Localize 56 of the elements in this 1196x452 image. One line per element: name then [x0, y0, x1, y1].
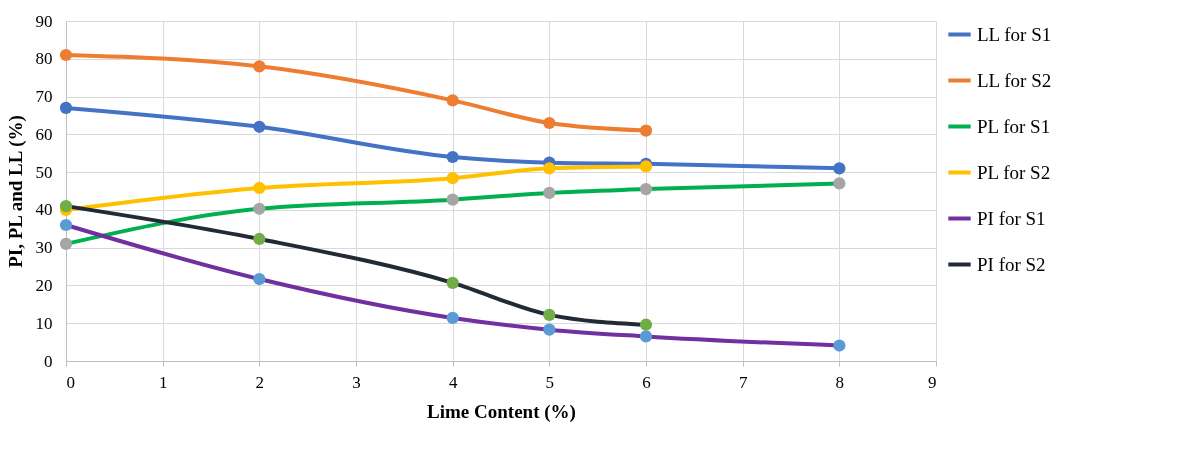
y-tick-label: 10 [35, 313, 53, 333]
point [639, 124, 653, 137]
y-tick-label: 30 [35, 238, 53, 258]
y-tick-label: 40 [35, 200, 53, 220]
legend-label: LL for S2 [977, 69, 1052, 91]
point [253, 272, 266, 286]
point [543, 323, 556, 336]
point [446, 311, 459, 325]
point [253, 181, 266, 195]
point [446, 172, 459, 185]
point [833, 177, 846, 190]
point [446, 150, 459, 164]
point [639, 330, 653, 343]
point [543, 186, 556, 199]
point [253, 232, 266, 246]
point [253, 120, 266, 133]
x-tick-label: 1 [158, 372, 168, 392]
y-tick-label: 60 [35, 124, 53, 144]
y-tick-label: 0 [44, 351, 53, 371]
point [543, 116, 556, 130]
point [59, 48, 73, 62]
point [59, 101, 73, 114]
point [543, 162, 556, 175]
legend-label: PI for S2 [977, 253, 1046, 275]
x-tick-label: 7 [738, 372, 748, 392]
point [253, 60, 266, 73]
y-tick-label: 80 [35, 49, 53, 69]
legend-label: PI for S1 [977, 207, 1046, 229]
x-axis-title: Lime Content (%) [427, 400, 576, 423]
legend-label: PL for S1 [977, 115, 1051, 137]
point [833, 339, 846, 352]
x-tick-label: 8 [835, 372, 845, 392]
point [639, 183, 653, 196]
x-tick-label: 3 [352, 372, 361, 392]
x-tick-label: 6 [642, 372, 651, 392]
point [446, 94, 459, 107]
y-axis-title: PI, PL and LL (%) [4, 115, 27, 268]
point [833, 162, 846, 175]
point [59, 237, 73, 250]
legend-label: PL for S2 [977, 161, 1051, 183]
y-tick-label: 70 [35, 87, 53, 107]
point [253, 202, 266, 215]
y-tick-label: 90 [35, 11, 53, 31]
point [446, 193, 459, 206]
point [446, 276, 459, 289]
point [639, 318, 653, 331]
legend-label: LL for S1 [977, 23, 1052, 45]
y-tick-label: 50 [35, 162, 53, 182]
y-tick-label: 20 [35, 275, 53, 295]
x-tick-label: 2 [255, 372, 265, 392]
x-tick-label: 4 [448, 372, 458, 392]
point [59, 218, 73, 232]
x-tick-label: 5 [545, 372, 555, 392]
point [543, 308, 556, 322]
x-tick-label: 9 [928, 372, 937, 392]
x-tick-label: 0 [66, 372, 75, 392]
